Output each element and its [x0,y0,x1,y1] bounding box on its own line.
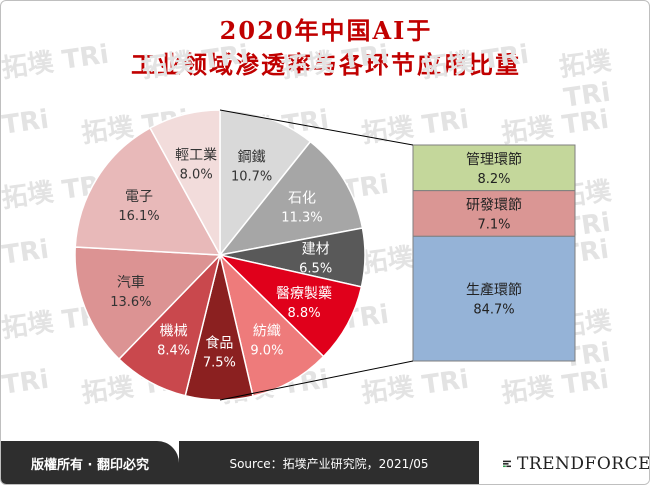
slice-label: 建材 [302,242,330,258]
bar-segment-2 [412,235,576,362]
slice-value-label: 7.5% [203,356,236,371]
slice-label: 輕工業 [175,147,217,163]
connector-line-top [219,109,414,146]
slice-value-label: 16.1% [118,209,159,224]
chart-title-line1: 2020年中国AI于 [219,16,433,45]
slice-label: 機械 [160,324,188,340]
bar-segment-label: 管理環節 [466,151,522,168]
bar-segment-0 [412,144,576,192]
pie-slice-9 [149,109,221,256]
slice-label: 電子 [125,189,153,205]
connector-line-bottom [219,360,414,401]
slice-value-label: 8.0% [180,167,213,182]
slice-label: 食品 [205,335,233,352]
slice-value-label: 8.8% [288,306,321,321]
bar-segment-value: 8.2% [477,172,510,187]
pie-chart: 鋼鐵 10.7% 石化 11.3% 建材 6.5% 醫療製藥 8.8% 紡織 9.0% 食品 7.5%… [74,109,576,401]
source-text: Source：拓墣产业研究院，2021/05 [179,441,479,484]
slice-label: 醫療製藥 [276,285,332,302]
brand-name: TRENDFORCE [516,453,650,474]
slice-label: 汽車 [117,274,145,291]
trendforce-logo-icon [503,460,511,467]
bar-segment-value: 84.7% [473,303,514,318]
slice-value-label: 13.6% [110,295,151,310]
bar-segment-label: 生產環節 [466,282,522,299]
pie-slice-7 [74,246,222,361]
pie-slice-8 [74,126,222,256]
slice-value-label: 6.5% [299,262,332,277]
brand-area: TRENDFORCE [479,441,650,484]
slice-value-label: 9.0% [250,343,283,358]
bar-segment-label: 研發環節 [466,196,522,213]
pie-slice-1 [218,140,364,257]
slice-value-label: 8.4% [157,344,190,359]
slice-value-label: 11.3% [281,211,322,226]
slice-label: 鋼鐵 [238,149,266,166]
slice-label: 紡織 [253,323,281,339]
slice-label: 石化 [288,191,316,207]
copyright-text: 版權所有 · 翻印必究 [1,441,179,484]
footer-bar: 版權所有 · 翻印必究 Source：拓墣产业研究院，2021/05 TREND… [1,441,650,484]
pie-slice-4 [218,252,325,398]
bar-segment-value: 7.1% [477,217,510,232]
slice-value-label: 10.7% [231,170,272,185]
chart-title-line2: 工业领域渗透率与各环节应用比重 [131,50,521,79]
bar-segment-1 [412,190,576,237]
